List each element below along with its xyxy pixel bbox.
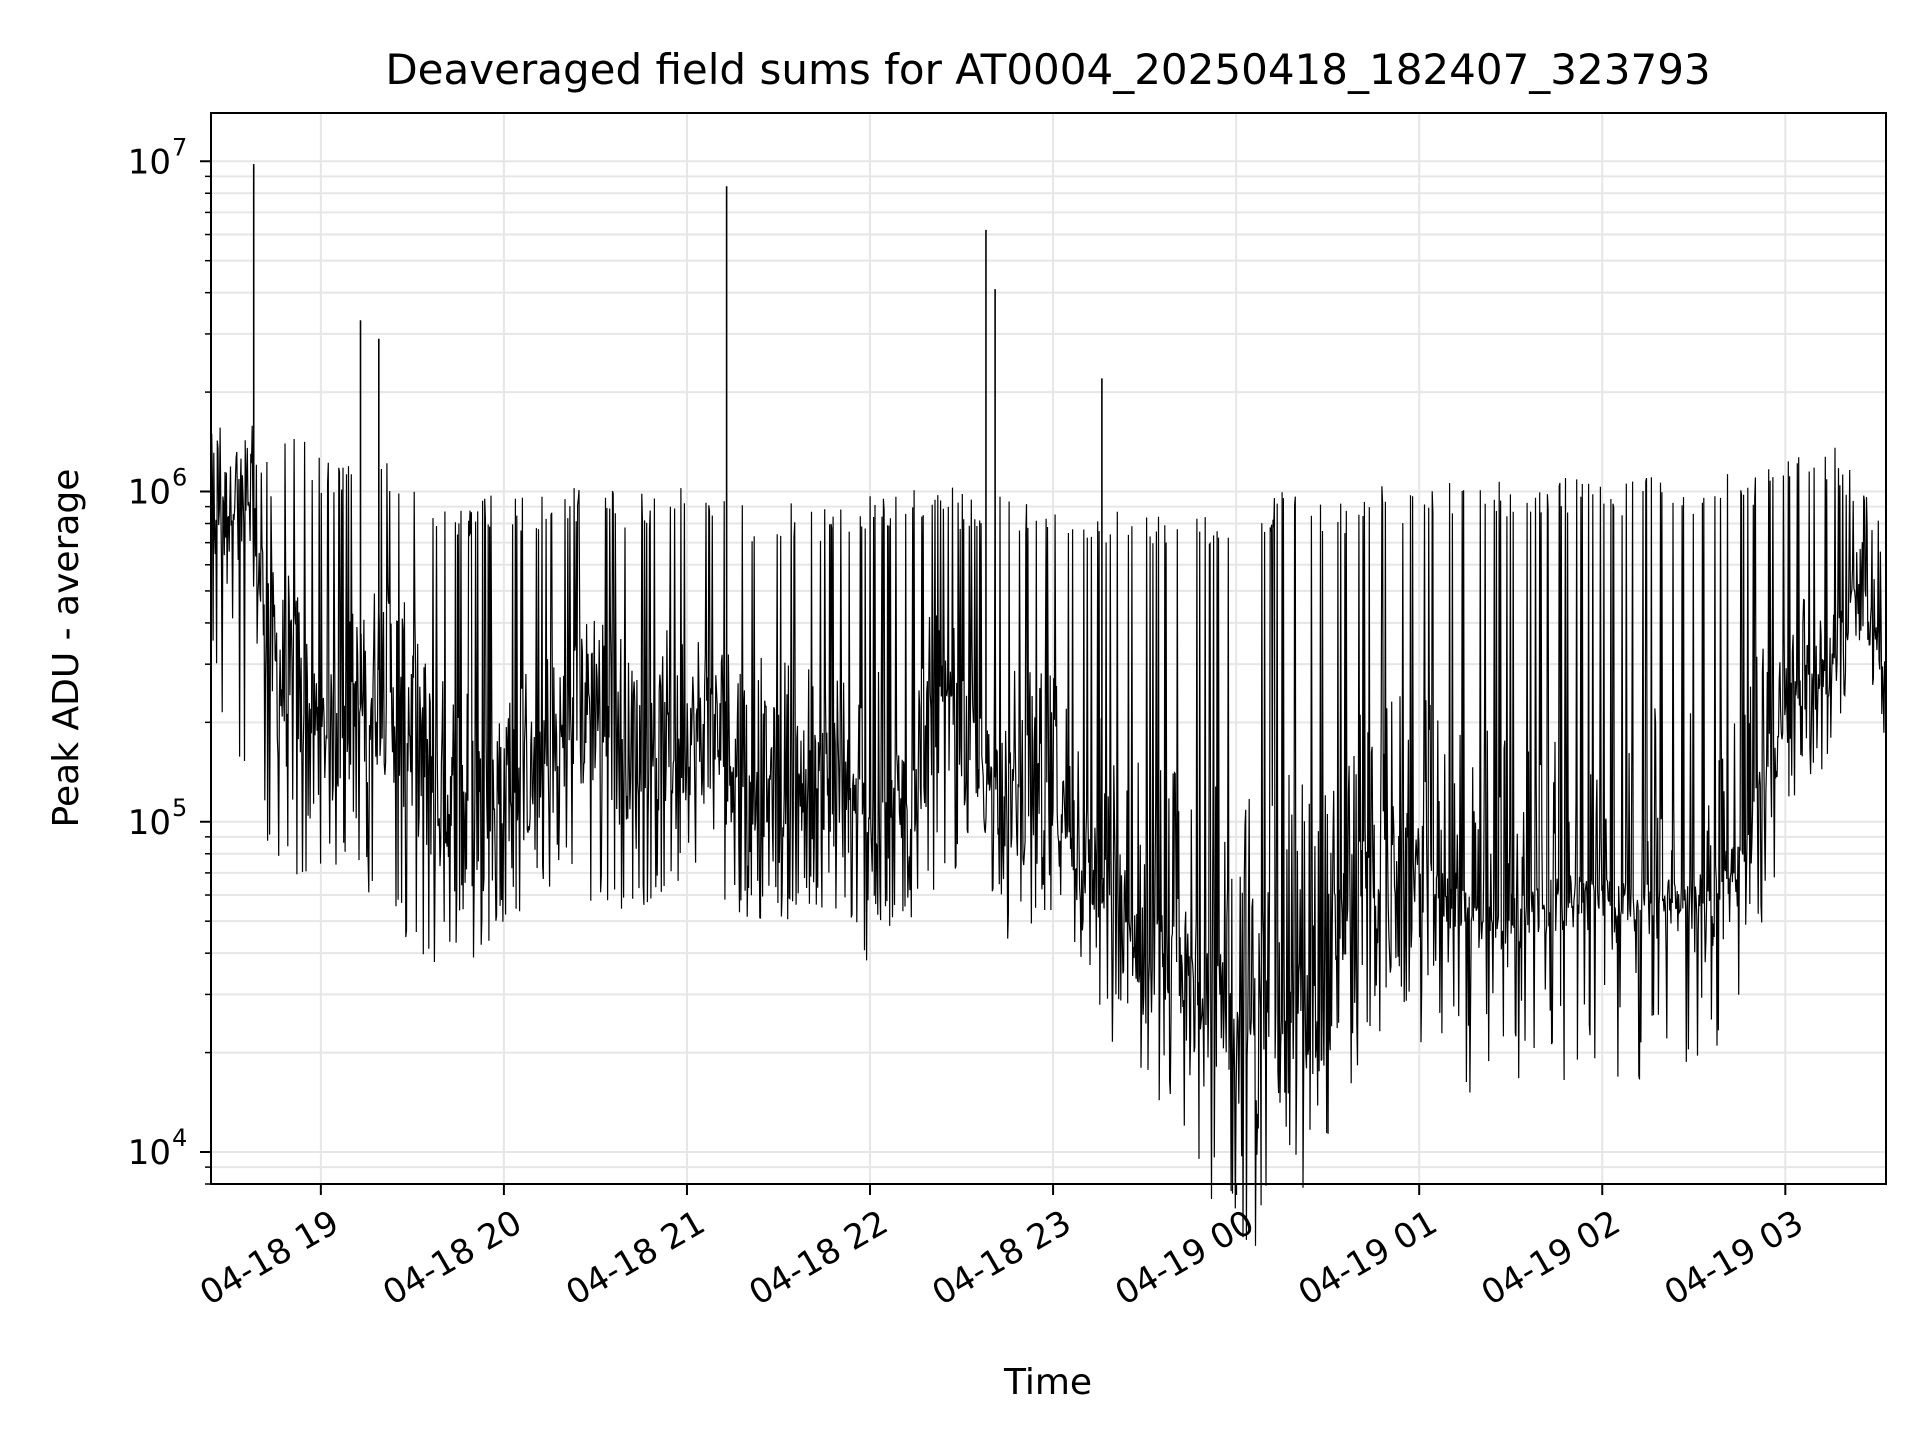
y-tick-label-exponent: 4 xyxy=(172,1124,187,1152)
y-tick-label: 10 xyxy=(128,473,171,513)
y-tick-label-exponent: 7 xyxy=(172,133,187,161)
y-tick-label: 10 xyxy=(128,1133,171,1173)
series-trace xyxy=(210,425,1887,1246)
series-line xyxy=(210,164,1887,1246)
y-tick-label: 10 xyxy=(128,142,171,182)
chart-title: Deaveraged field sums for AT0004_2025041… xyxy=(385,45,1710,94)
plot-frame xyxy=(210,112,1887,1185)
y-tick-label: 10 xyxy=(128,803,171,843)
x-axis-label: Time xyxy=(1003,1362,1092,1403)
y-tick-label-exponent: 5 xyxy=(172,794,187,822)
y-tick-label-exponent: 6 xyxy=(172,464,187,492)
y-axis-label: Peak ADU - average xyxy=(46,469,87,828)
